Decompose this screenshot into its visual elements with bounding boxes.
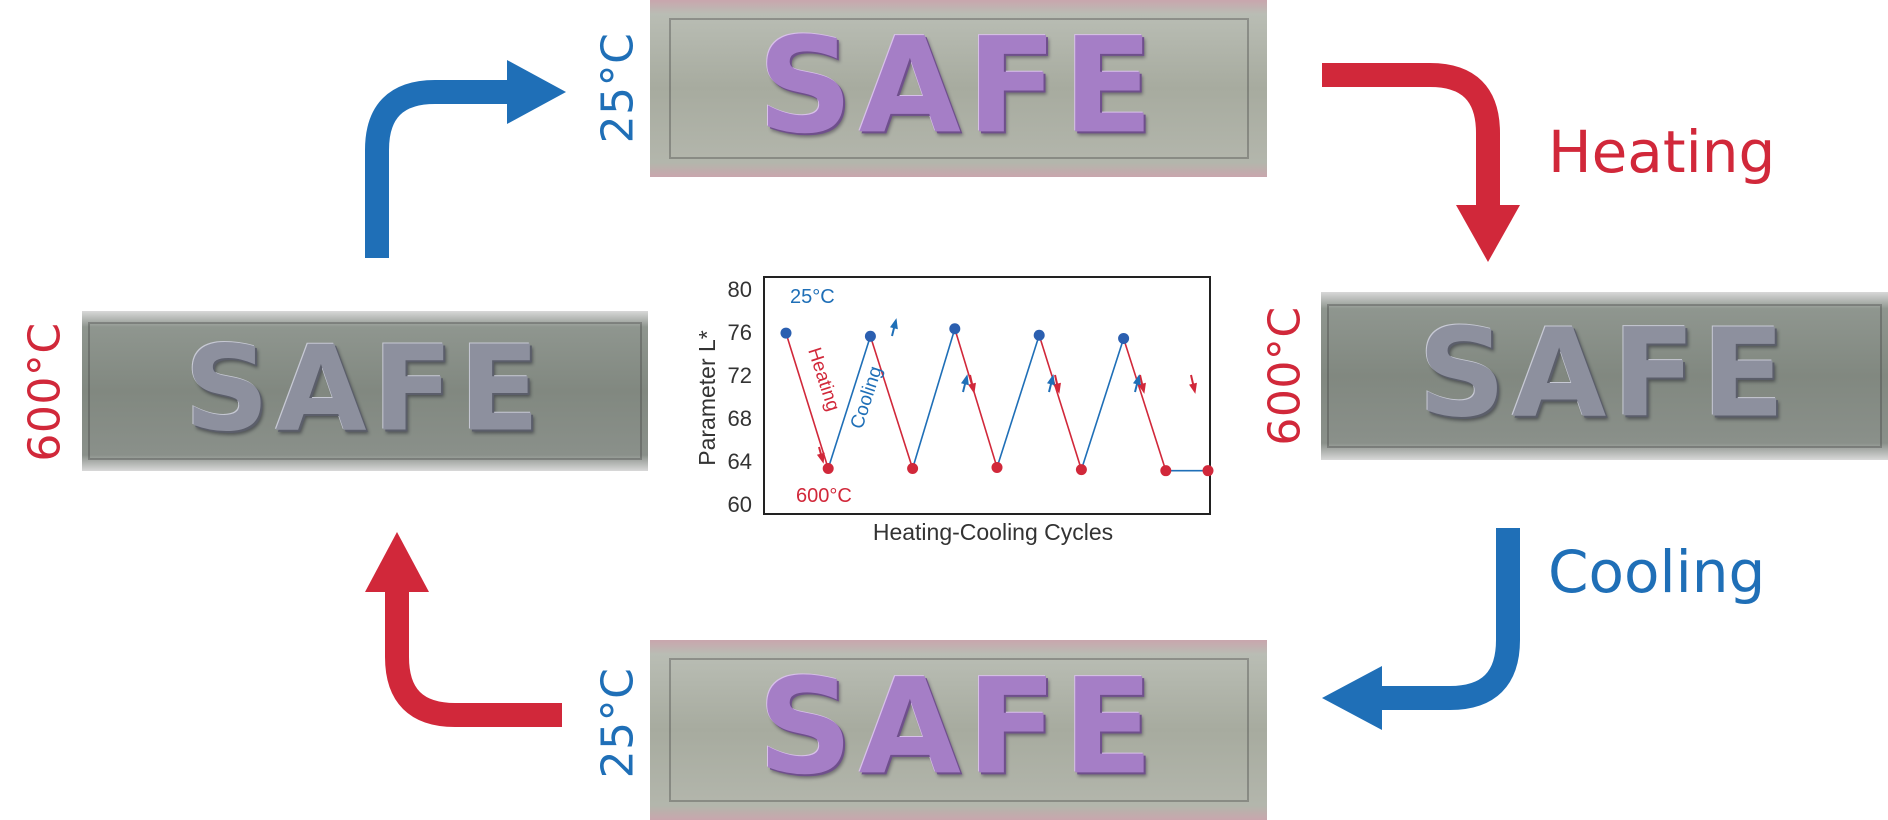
red-arrow-bottom-left xyxy=(385,585,562,727)
plate-text: SAFE xyxy=(757,8,1160,163)
blue-arrowhead-bottom-right xyxy=(1322,666,1382,730)
cooling-label: Cooling xyxy=(1548,538,1766,606)
data-point-600c xyxy=(1202,465,1214,477)
data-point-25c xyxy=(780,327,792,339)
y-tick-label: 72 xyxy=(728,363,752,388)
sample-plate-left-600c: SAFE xyxy=(82,311,648,471)
cooling-segment xyxy=(996,334,1040,468)
y-tick-label: 76 xyxy=(728,320,752,345)
cooling-segment xyxy=(827,336,872,469)
data-point-600c xyxy=(822,463,834,475)
annotation-600c: 600°C xyxy=(796,485,852,507)
y-tick-label: 60 xyxy=(728,492,752,517)
data-point-25c xyxy=(949,323,961,335)
direction-arrowhead xyxy=(960,374,969,386)
blue-arrow-bottom-right xyxy=(1375,528,1520,710)
heating-label: Heating xyxy=(1548,118,1776,186)
data-point-600c xyxy=(1075,464,1087,476)
direction-arrowhead xyxy=(968,382,976,394)
red-arrowhead-top-right xyxy=(1456,205,1520,262)
heating-segment xyxy=(869,336,914,469)
y-tick-label: 68 xyxy=(728,406,752,431)
sample-plate-right-600c: SAFE xyxy=(1321,292,1888,460)
plate-text: SAFE xyxy=(757,650,1160,805)
direction-arrowhead xyxy=(1046,374,1055,386)
direction-arrowhead xyxy=(889,318,898,330)
cooling-segment xyxy=(911,328,956,469)
direction-arrowhead xyxy=(1138,382,1146,394)
x-axis-label: Heating-Cooling Cycles xyxy=(873,519,1113,545)
data-point-600c xyxy=(991,461,1003,473)
plate-text: SAFE xyxy=(1418,302,1791,445)
red-arrow-top-right xyxy=(1322,63,1500,215)
data-point-25c xyxy=(1033,329,1045,341)
y-axis-label: Parameter L* xyxy=(694,330,720,466)
sample-plate-bottom-25c: SAFE xyxy=(650,640,1267,820)
data-point-600c xyxy=(1160,465,1172,477)
blue-arrowhead-top-left xyxy=(507,60,566,124)
y-tick-label: 80 xyxy=(728,277,752,302)
annotation-25c: 25°C xyxy=(790,286,835,308)
direction-arrowhead xyxy=(1053,382,1061,394)
direction-arrowhead xyxy=(1189,382,1197,394)
chart-frame xyxy=(763,276,1211,515)
sample-plate-top-25c: SAFE xyxy=(650,0,1267,177)
data-point-25c xyxy=(1118,332,1130,344)
blue-arrow-top-left xyxy=(365,80,515,258)
cooling-segment xyxy=(1080,338,1125,470)
plate-text: SAFE xyxy=(184,319,546,458)
y-tick-label: 64 xyxy=(728,449,752,474)
direction-arrowhead xyxy=(816,452,825,464)
red-arrowhead-bottom-left xyxy=(365,532,429,592)
heating-segment xyxy=(1038,334,1083,470)
heating-segment xyxy=(954,328,998,468)
heating-segment xyxy=(1122,338,1167,471)
direction-arrowhead xyxy=(1132,374,1141,386)
heating-segment xyxy=(785,332,829,469)
data-point-600c xyxy=(907,463,919,475)
data-point-25c xyxy=(864,330,876,342)
